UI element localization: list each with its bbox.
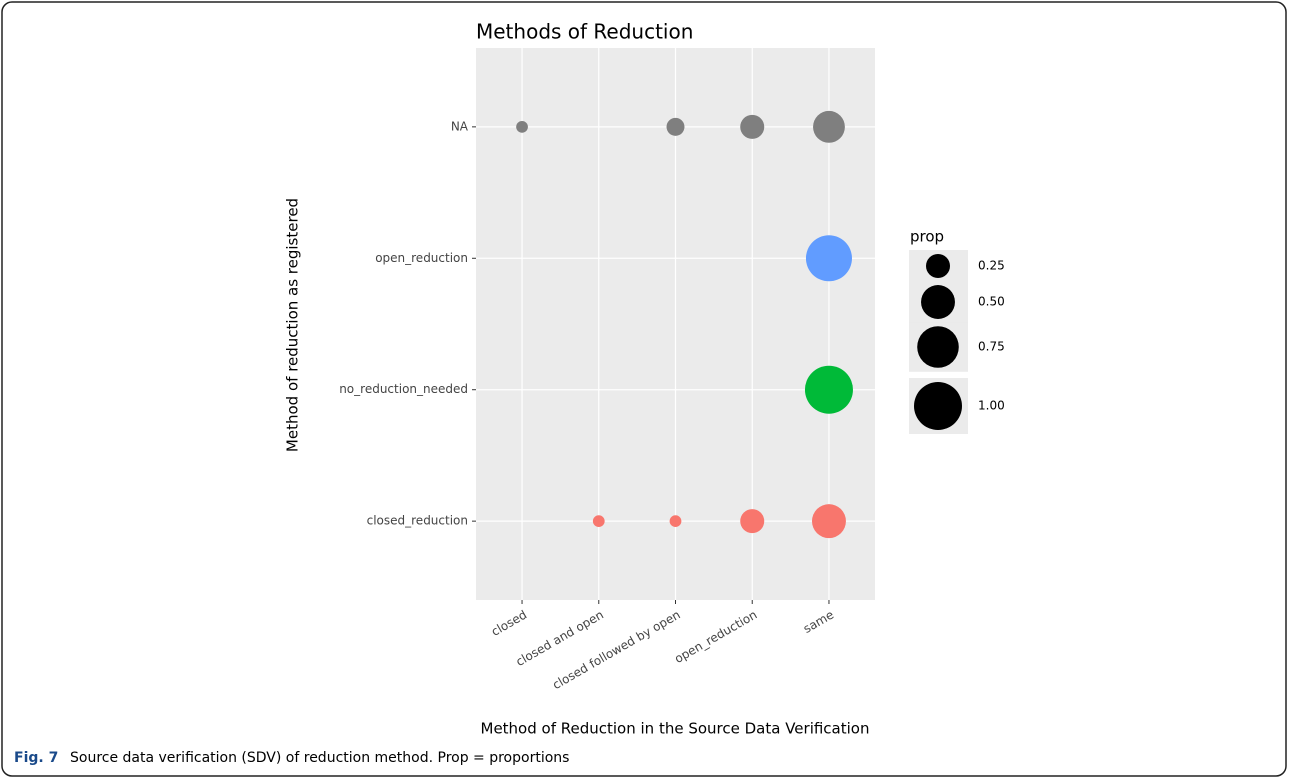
y-tick-label: open_reduction <box>375 251 468 265</box>
legend-label: 1.00 <box>978 399 1005 413</box>
legend-label: 0.75 <box>978 340 1005 354</box>
legend-bubble <box>917 326 959 368</box>
bubble <box>666 117 685 136</box>
bubble <box>804 365 853 414</box>
bubble <box>805 235 852 282</box>
bubble <box>669 515 682 528</box>
y-tick-label: NA <box>451 119 469 133</box>
bubble <box>811 504 846 539</box>
x-axis-label: Method of Reduction in the Source Data V… <box>481 720 870 738</box>
y-axis-label: Method of reduction as registered <box>284 198 302 452</box>
bubble <box>592 515 605 528</box>
legend-title: prop <box>910 228 944 246</box>
chart-title: Methods of Reduction <box>476 20 693 44</box>
y-tick-label: no_reduction_needed <box>339 382 468 396</box>
caption-label: Fig. 7 <box>14 750 58 766</box>
legend-bubble <box>921 285 955 319</box>
bubble <box>516 120 528 133</box>
caption-text: Source data verification (SDV) of reduct… <box>70 750 569 766</box>
y-tick-label: closed_reduction <box>367 514 468 528</box>
legend-label: 0.50 <box>978 295 1005 309</box>
bubble <box>740 114 765 139</box>
legend-label: 0.25 <box>978 259 1005 273</box>
bubble <box>740 509 765 534</box>
bubble <box>813 110 845 143</box>
legend-bubble <box>926 254 950 278</box>
legend-bubble <box>914 382 962 430</box>
